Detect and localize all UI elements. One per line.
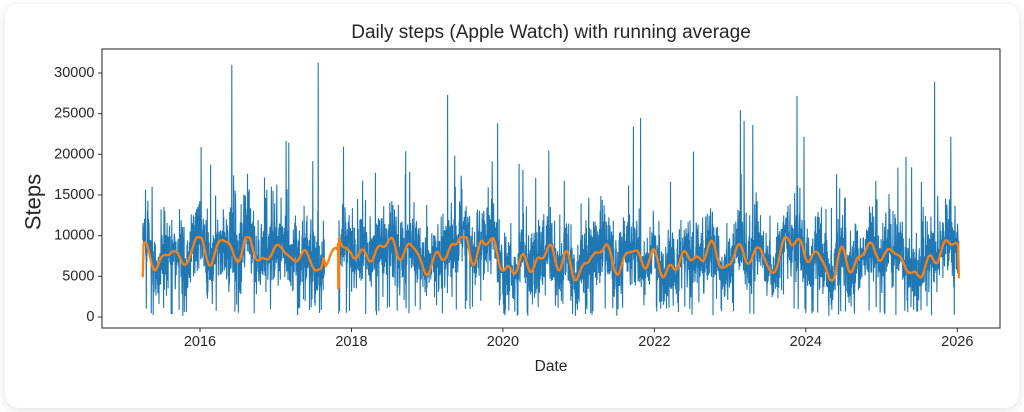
svg-text:20000: 20000 — [54, 146, 94, 162]
svg-text:25000: 25000 — [54, 106, 94, 122]
svg-text:2018: 2018 — [335, 334, 367, 350]
svg-text:5000: 5000 — [62, 268, 94, 284]
svg-text:Daily steps (Apple Watch) with: Daily steps (Apple Watch) with running a… — [351, 22, 751, 43]
svg-text:2022: 2022 — [638, 334, 670, 350]
svg-text:Date: Date — [535, 358, 568, 375]
svg-text:30000: 30000 — [54, 65, 94, 81]
svg-text:2020: 2020 — [487, 334, 519, 350]
svg-text:2024: 2024 — [790, 334, 822, 350]
svg-text:2026: 2026 — [941, 334, 973, 350]
svg-text:Steps: Steps — [21, 174, 46, 230]
svg-text:2016: 2016 — [184, 334, 216, 350]
svg-text:0: 0 — [86, 309, 94, 325]
svg-text:15000: 15000 — [54, 187, 94, 203]
svg-text:10000: 10000 — [54, 228, 94, 244]
